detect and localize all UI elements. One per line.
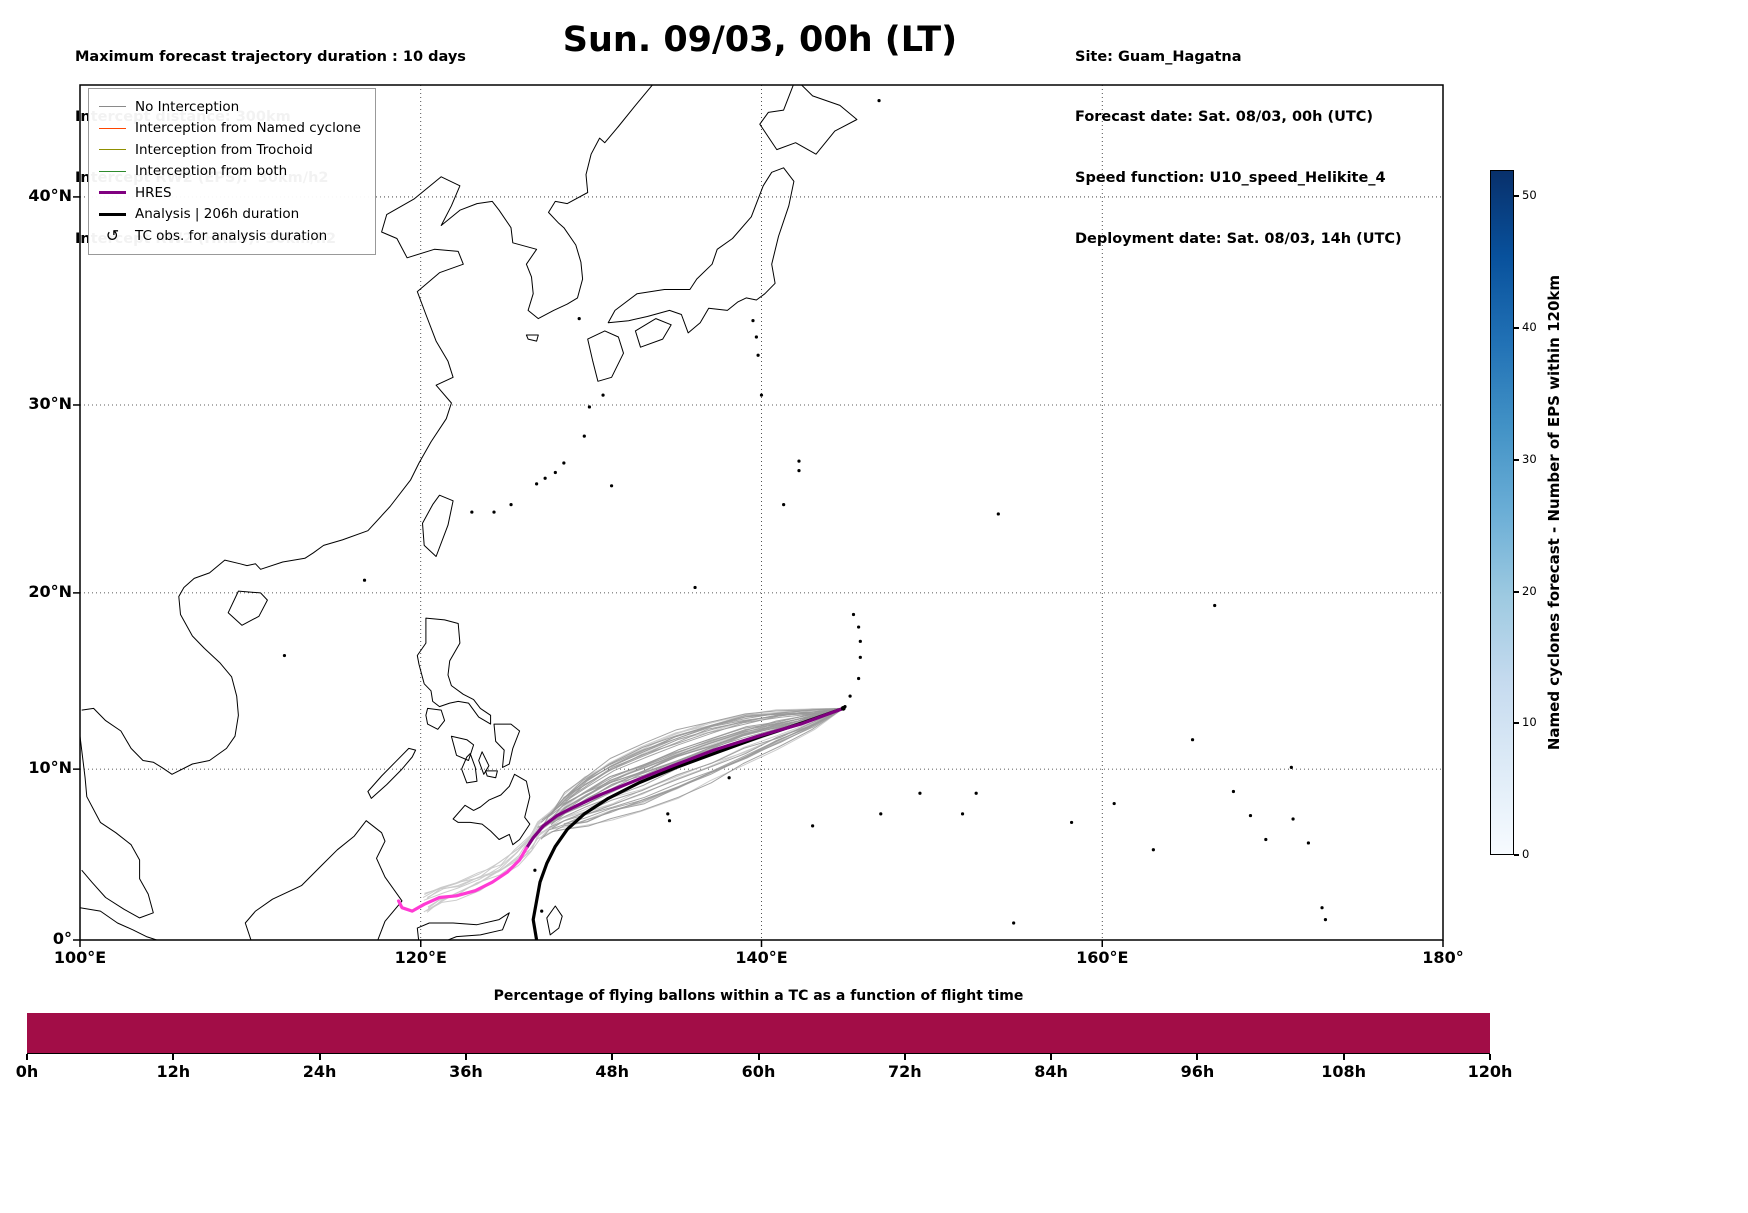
time-tick — [757, 1054, 760, 1060]
time-tick-label: 72h — [887, 1062, 922, 1081]
colorbar-tick-label: 0 — [1522, 847, 1530, 861]
max-duration-text: Maximum forecast trajectory duration : 1… — [75, 48, 466, 65]
launch-origin-marker — [840, 705, 846, 711]
legend-item: ↺ TC obs. for analysis duration — [99, 225, 361, 247]
main-trajectories — [397, 705, 846, 940]
colorbar-tick-label: 50 — [1522, 188, 1537, 203]
legend-line-sample — [99, 106, 126, 108]
x-tick-label: 140°E — [735, 948, 788, 967]
time-tick — [1196, 1054, 1199, 1060]
colorbar-tick-label: 20 — [1522, 583, 1537, 598]
colorbar-tick-label: 40 — [1522, 320, 1537, 335]
legend-item: No Interception — [99, 96, 361, 118]
colorbar-label: Named cyclones forecast - Number of EPS … — [1537, 170, 1571, 855]
bottom-chart-title: Percentage of flying ballons within a TC… — [493, 988, 1024, 1004]
x-tick-label: 120°E — [394, 948, 447, 967]
y-tick-label: 20°N — [28, 581, 72, 601]
island-dots — [282, 85, 1328, 925]
time-tick-label: 48h — [595, 1062, 630, 1081]
legend-item-label: HRES — [135, 184, 172, 201]
legend-item: HRES — [99, 182, 361, 204]
time-tick-label: 84h — [1034, 1062, 1068, 1081]
coastlines — [80, 85, 858, 940]
time-tick-label: 60h — [741, 1062, 776, 1081]
colorbar-tick — [1514, 854, 1519, 856]
time-tick — [26, 1054, 28, 1060]
y-tick-label: 10°N — [28, 758, 72, 778]
legend-line-sample — [99, 127, 126, 129]
tc-obs-marker-icon: ↺ — [105, 225, 120, 245]
colorbar-gradient — [1490, 170, 1514, 855]
time-tick — [1050, 1054, 1053, 1060]
colorbar-tick — [1514, 195, 1519, 198]
site-info-block: Site: Guam_Hagatna Forecast date: Sat. 0… — [1075, 6, 1402, 290]
legend-item: Interception from Named cyclone — [99, 118, 361, 140]
time-tick — [464, 1054, 467, 1060]
time-tick — [1489, 1054, 1491, 1060]
hres-final-segment — [397, 846, 528, 913]
legend-line-sample — [99, 212, 126, 216]
legend-item-label: Interception from Named cyclone — [135, 120, 361, 137]
forecast-date-text: Forecast date: Sat. 08/03, 00h (UTC) — [1075, 109, 1374, 126]
time-axis-line — [27, 1053, 1490, 1054]
legend-item: Interception from Trochoid — [99, 139, 361, 161]
colorbar-tick-label: 10 — [1522, 715, 1537, 730]
colorbar-label-text: Named cyclones forecast - Number of EPS … — [1545, 274, 1563, 751]
colorbar-tick — [1514, 590, 1519, 593]
colorbar-tick — [1514, 722, 1519, 725]
time-tick-label: 96h — [1180, 1062, 1215, 1081]
legend-item: Interception from both — [99, 161, 361, 183]
tc-percentage-bar — [27, 1013, 1490, 1053]
time-tick-label: 36h — [449, 1062, 483, 1081]
hres-trajectory — [524, 706, 845, 850]
y-tick-label: 30°N — [28, 393, 72, 413]
figure-title: Sun. 09/03, 00h (LT) — [562, 20, 958, 60]
gridlines — [80, 85, 1443, 940]
time-tick — [903, 1054, 906, 1060]
time-tick — [318, 1054, 321, 1060]
map-legend: No Interception Interception from Named c… — [88, 88, 376, 255]
x-tick-label: 180° — [1422, 948, 1464, 967]
y-tick-label: 0° — [52, 929, 72, 948]
legend-item-label: TC obs. for analysis duration — [135, 227, 328, 244]
time-tick-label: 24h — [302, 1062, 337, 1081]
time-tick-label: 12h — [156, 1062, 191, 1081]
legend-item-label: No Interception — [135, 98, 240, 115]
ensemble-trajectories — [422, 707, 844, 913]
legend-item-label: Interception from Trochoid — [135, 141, 313, 158]
legend-item: Analysis | 206h duration — [99, 204, 361, 226]
time-tick — [172, 1054, 175, 1060]
time-tick — [611, 1054, 614, 1060]
speed-function-text: Speed function: U10_speed_Helikite_4 — [1075, 170, 1386, 187]
site-text: Site: Guam_Hagatna — [1075, 48, 1242, 65]
x-tick-label: 160°E — [1076, 948, 1129, 967]
legend-line-sample — [99, 191, 126, 195]
time-tick-label: 0h — [15, 1062, 39, 1081]
time-tick — [1342, 1054, 1345, 1060]
deployment-date-text: Deployment date: Sat. 08/03, 14h (UTC) — [1075, 231, 1402, 248]
axis-tick-marks — [73, 196, 1444, 947]
colorbar-tick — [1514, 327, 1519, 330]
x-tick-label: 100°E — [53, 948, 107, 967]
legend-item-label: Analysis | 206h duration — [135, 206, 300, 223]
analysis-trajectory — [531, 706, 845, 940]
legend-item-label: Interception from both — [135, 163, 288, 180]
colorbar-tick-label: 30 — [1522, 451, 1537, 466]
legend-line-sample — [99, 170, 126, 172]
colorbar-tick — [1514, 458, 1519, 461]
time-tick-label: 120h — [1467, 1062, 1513, 1081]
legend-line-sample — [99, 149, 126, 151]
time-tick-label: 108h — [1321, 1062, 1367, 1081]
y-tick-label: 40°N — [28, 185, 72, 205]
